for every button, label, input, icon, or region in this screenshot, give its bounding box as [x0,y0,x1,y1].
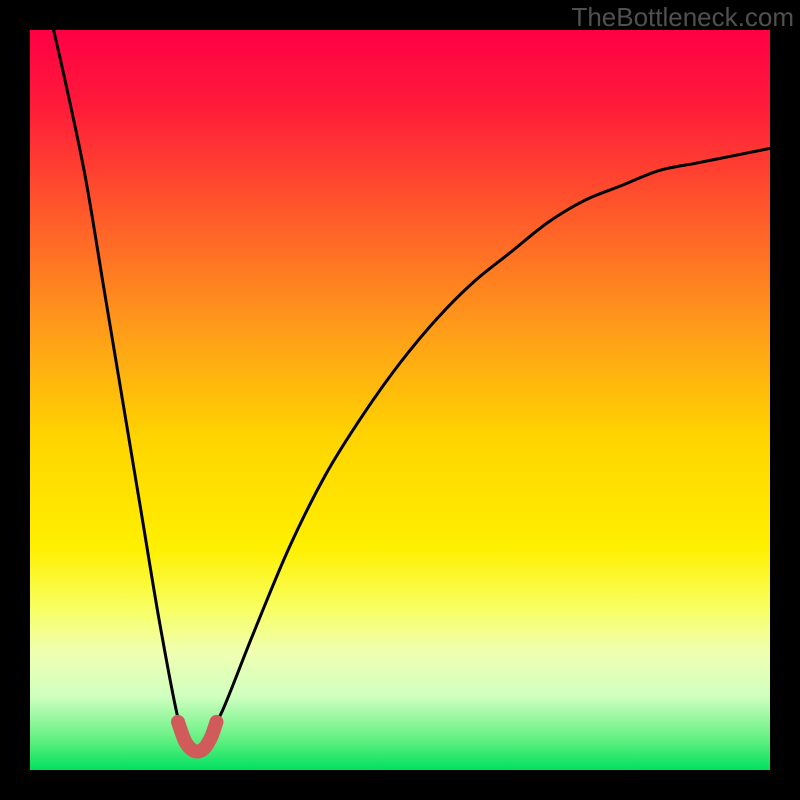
chart-svg [0,0,800,800]
watermark-text: TheBottleneck.com [571,2,794,33]
plot-background [30,30,770,770]
chart-root: TheBottleneck.com [0,0,800,800]
